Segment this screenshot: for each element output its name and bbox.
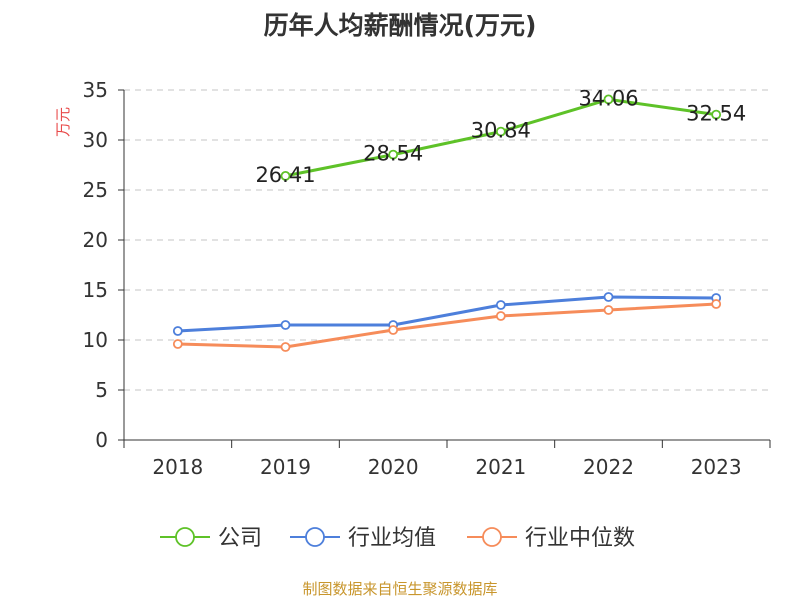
y-tick-label: 10 (83, 328, 108, 352)
y-tick-label: 20 (83, 228, 108, 252)
y-tick-label: 30 (83, 128, 108, 152)
data-point (495, 126, 506, 137)
data-point (388, 149, 399, 160)
data-point (711, 109, 722, 120)
data-point (495, 311, 506, 321)
data-point (388, 325, 399, 335)
legend: 公司 行业均值 行业中位数 (160, 526, 635, 551)
y-axis-title: 万元 (54, 107, 72, 137)
y-tick-label: 25 (83, 178, 108, 202)
y-tick-label: 5 (95, 378, 108, 402)
x-tick-label: 2021 (475, 455, 526, 479)
data-label: 28.54 (363, 142, 423, 166)
data-labels: 26.41 28.54 30.84 34.06 32.54 (255, 86, 746, 186)
source-note: 制图数据来自恒生聚源数据库 (302, 580, 498, 598)
x-tick-label: 2019 (260, 455, 311, 479)
series-lines (172, 94, 722, 352)
y-tick-label: 15 (83, 278, 108, 302)
y-tick-label: 0 (95, 428, 108, 452)
gridlines (124, 89, 770, 391)
x-tick-label: 2018 (152, 455, 203, 479)
data-point (603, 305, 614, 315)
data-label: 26.41 (255, 163, 315, 187)
x-tick-label: 2022 (583, 455, 634, 479)
legend-marker (175, 527, 195, 547)
x-tick-label: 2023 (691, 455, 742, 479)
chart-title: 历年人均薪酬情况(万元) (263, 11, 537, 40)
axes: 0 5 10 15 20 25 30 35 2018 2019 2020 2021 2022 2023 万元 (54, 78, 771, 479)
legend-marker (305, 527, 325, 547)
series-line (177, 295, 717, 333)
data-label: 32.54 (686, 102, 746, 126)
data-point (603, 292, 614, 302)
legend-label: 行业中位数 (525, 526, 635, 551)
data-point (172, 339, 183, 349)
data-label: 30.84 (471, 119, 531, 143)
data-point (172, 326, 183, 336)
y-tick-label: 35 (83, 78, 108, 102)
data-point (603, 94, 614, 105)
data-point (280, 320, 291, 330)
series-line (177, 302, 717, 349)
data-point (495, 300, 506, 310)
legend-marker (482, 527, 502, 547)
legend-label: 公司 (218, 526, 262, 551)
legend-label: 行业均值 (348, 526, 436, 551)
x-tick-label: 2020 (368, 455, 419, 479)
data-label: 34.06 (578, 86, 638, 110)
data-point (280, 170, 291, 181)
data-point (280, 342, 291, 352)
data-point (711, 299, 722, 309)
